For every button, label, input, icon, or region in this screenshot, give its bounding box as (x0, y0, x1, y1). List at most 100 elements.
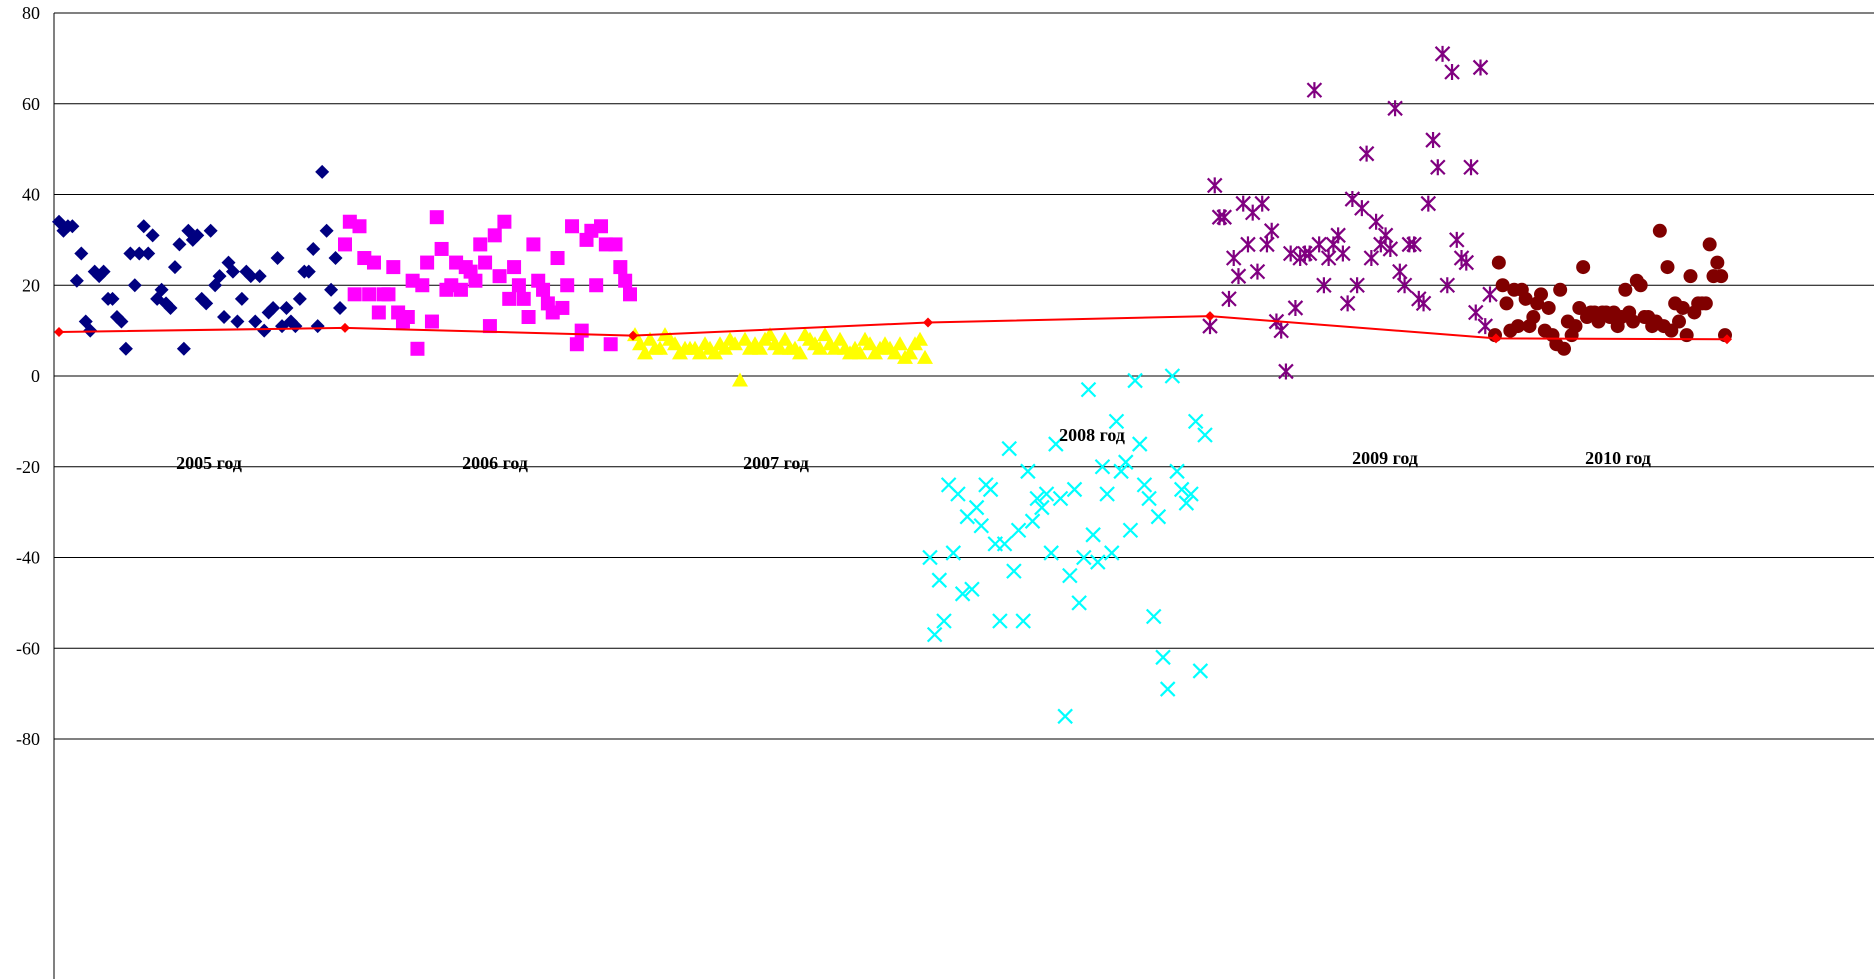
circle-point (1675, 300, 1690, 315)
circle-point (1576, 260, 1591, 275)
diamond-point (257, 323, 272, 338)
diamond-point (145, 228, 160, 243)
diamond-point (118, 341, 133, 356)
circle-point (1672, 314, 1686, 329)
asterisk-point (1354, 200, 1370, 217)
x-point (1183, 486, 1199, 502)
square-point (347, 287, 362, 302)
y-tick-label: -20 (16, 457, 40, 477)
square-point (434, 241, 449, 256)
asterisk-point (1349, 277, 1365, 294)
x-point (1076, 549, 1092, 566)
x-point (1178, 495, 1195, 511)
asterisk-point (1415, 295, 1432, 312)
diamond-point (163, 300, 178, 315)
asterisk-point (1249, 263, 1266, 280)
asterisk-point (1221, 290, 1237, 307)
average-point (54, 326, 64, 337)
x-point (1141, 490, 1157, 507)
triangle-point (792, 345, 808, 360)
circle-point (1495, 278, 1510, 293)
diamond-point (243, 269, 258, 284)
x-point (1113, 463, 1129, 480)
square-point (468, 273, 483, 288)
square-point (371, 305, 386, 320)
diamond-point (190, 228, 205, 243)
diamond-point (324, 282, 339, 297)
x-point (1197, 427, 1213, 443)
x-point (1173, 481, 1190, 498)
triangle-point (752, 340, 768, 355)
circle-point (1553, 282, 1568, 297)
asterisk-point (1259, 236, 1275, 253)
triangle-point (852, 345, 868, 360)
y-tick-label: -80 (16, 729, 40, 749)
asterisk-point (1363, 250, 1380, 267)
diamond-point (154, 282, 169, 297)
triangle-point (652, 340, 668, 355)
x-point (1164, 368, 1181, 384)
x-point (1155, 649, 1171, 666)
x-point (1090, 554, 1106, 570)
square-point (608, 237, 623, 252)
x-point (996, 536, 1013, 552)
circle-point (1499, 296, 1514, 311)
diamond-point (212, 269, 227, 284)
asterisk-point (1439, 277, 1456, 294)
asterisk-point (1306, 82, 1323, 99)
asterisk-point (1482, 286, 1498, 303)
x-point (973, 517, 990, 534)
square-point (502, 291, 517, 306)
x-point (1085, 527, 1101, 543)
diamond-point (172, 237, 187, 252)
square-point (415, 278, 430, 293)
y-tick-label: -40 (16, 548, 40, 568)
square-point (424, 314, 439, 329)
circle-point (1710, 255, 1725, 270)
asterisk-point (1339, 295, 1356, 312)
circle-point (1534, 287, 1548, 302)
diamond-point (328, 251, 343, 266)
x-point (936, 613, 952, 629)
triangle-point (707, 345, 723, 360)
asterisk-point (1358, 145, 1375, 162)
asterisk-point (1368, 213, 1384, 230)
square-point (507, 260, 522, 275)
x-point (964, 581, 980, 598)
x-point (1150, 508, 1167, 525)
asterisk-point (1316, 277, 1332, 294)
diamond-point (199, 296, 214, 311)
triangle-point (737, 331, 753, 346)
asterisk-point (1282, 245, 1299, 262)
y-tick-label: 0 (31, 366, 40, 386)
x-point (1136, 477, 1153, 493)
x-point (1048, 436, 1064, 452)
asterisk-point (1254, 195, 1270, 212)
asterisk-point (1225, 250, 1242, 267)
square-point (473, 237, 488, 252)
square-point (352, 219, 367, 234)
triangle-point (812, 340, 828, 355)
asterisk-point (1392, 263, 1408, 280)
x-point (950, 486, 966, 502)
square-point (487, 228, 502, 243)
circle-point (1702, 237, 1717, 252)
square-point (526, 237, 541, 252)
x-point (1034, 499, 1050, 516)
triangle-point (632, 336, 648, 351)
triangle-point (902, 345, 918, 360)
diamond-point (248, 314, 263, 329)
square-point (613, 260, 628, 275)
diamond-point (234, 291, 249, 306)
diamond-point (127, 278, 142, 293)
diamond-point (315, 164, 330, 179)
diamond-point (96, 264, 111, 279)
x-point (1159, 681, 1176, 697)
circle-point (1633, 278, 1648, 293)
triangle-point (642, 331, 658, 346)
average-point (628, 330, 638, 341)
y-tick-label: 60 (22, 94, 40, 114)
diamond-point (74, 246, 89, 261)
asterisk-point (1420, 195, 1437, 212)
circle-point (1626, 314, 1640, 329)
